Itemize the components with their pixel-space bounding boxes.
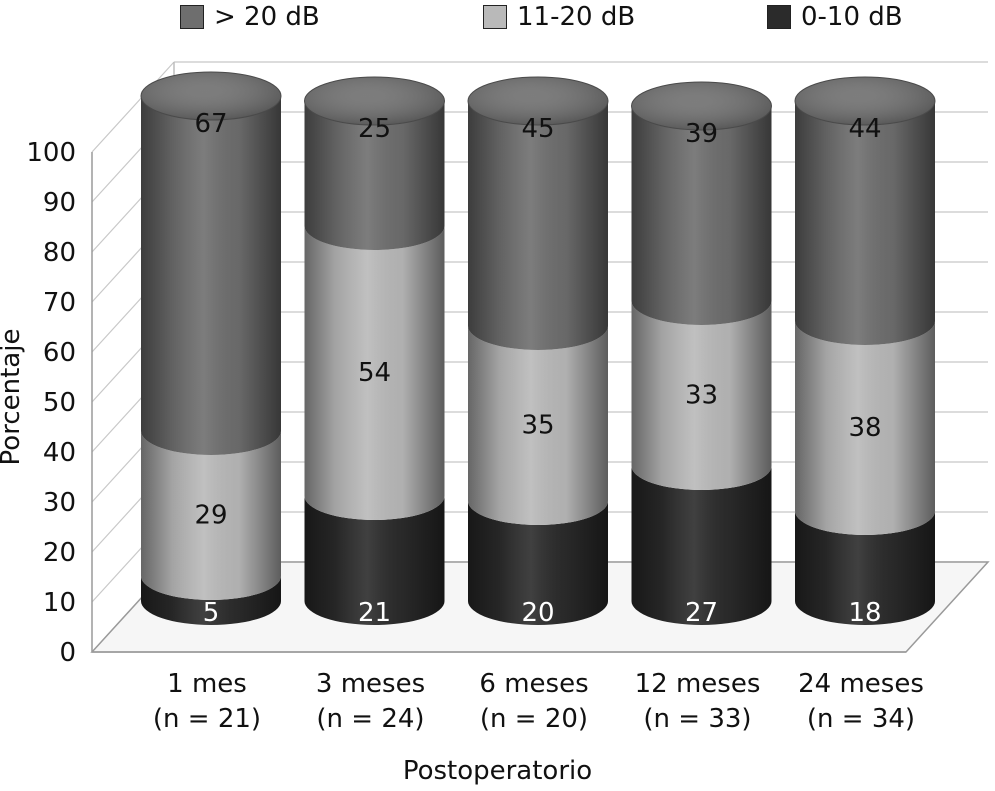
side-gridline (91, 61, 175, 153)
cylinders (140, 71, 936, 625)
y-tick-label: 70 (43, 288, 76, 318)
legend-label-11-20: 11-20 dB (517, 2, 636, 32)
cylinder-shading (304, 226, 445, 520)
cylinder-shading (795, 101, 935, 345)
x-tick-label: 12 meses (635, 669, 761, 699)
data-label: 44 (848, 114, 881, 144)
cylinder-shading (631, 466, 772, 625)
data-label: 33 (685, 381, 718, 411)
cylinder-shading (795, 321, 935, 535)
legend: > 20 dB 11-20 dB 0-10 dB (0, 2, 995, 38)
x-tick-label: (n = 24) (316, 704, 424, 734)
data-label: 45 (521, 114, 554, 144)
y-tick-label: 90 (43, 188, 76, 218)
x-tick-label: 3 meses (316, 669, 425, 699)
data-label: 21 (358, 598, 391, 628)
cylinder-cap-shading (631, 81, 772, 131)
cylinder-shading (631, 106, 772, 325)
legend-swatch-over-20 (180, 5, 204, 29)
legend-swatch-0-10 (767, 5, 791, 29)
legend-label-0-10: 0-10 dB (801, 2, 903, 32)
cylinder-shading (468, 101, 608, 350)
cylinder-cap-shading (304, 76, 445, 126)
cylinder-shading (468, 326, 608, 525)
legend-item-0-10: 0-10 dB (767, 2, 903, 32)
cylinder-cap-shading (140, 71, 282, 121)
cylinder-cap-shading (794, 76, 936, 126)
legend-swatch-11-20 (483, 5, 507, 29)
cylinder-shading (631, 301, 772, 491)
y-tick-label: 80 (43, 238, 76, 268)
legend-item-over-20: > 20 dB (180, 2, 320, 32)
data-label: 39 (685, 119, 718, 149)
x-axis-label: Postoperatorio (402, 756, 593, 786)
y-tick-label: 40 (43, 438, 76, 468)
y-tick-label: 100 (26, 138, 76, 168)
x-tick-label: 24 meses (798, 669, 924, 699)
y-tick-label: 60 (43, 338, 76, 368)
data-label: 5 (203, 598, 220, 628)
y-axis-ticks: 0 10 20 30 40 50 60 70 80 90 100 (26, 138, 76, 668)
legend-item-11-20: 11-20 dB (483, 2, 635, 32)
cylinder-shading (141, 431, 281, 600)
x-tick-label: (n = 34) (807, 704, 915, 734)
y-tick-label: 0 (59, 638, 76, 668)
cylinder-shading (141, 96, 281, 455)
cylinder-shading (795, 511, 935, 625)
x-tick-label: (n = 33) (643, 704, 751, 734)
y-tick-label: 30 (43, 488, 76, 518)
cylinder-shading (304, 101, 445, 250)
data-label: 67 (194, 109, 227, 139)
y-axis-label: Porcentaje (0, 328, 26, 466)
y-tick-label: 50 (43, 388, 76, 418)
data-label: 18 (848, 598, 881, 628)
data-label: 38 (848, 413, 881, 443)
x-tick-label: 1 mes (167, 669, 247, 699)
y-tick-label: 20 (43, 538, 76, 568)
data-label: 20 (521, 598, 554, 628)
cylinder-shading (468, 501, 608, 625)
x-axis-categories: 1 mes (n = 21) 3 meses (n = 24) 6 meses (n = … (153, 669, 924, 734)
cylinder-shading (141, 576, 281, 625)
data-label: 25 (358, 114, 391, 144)
x-tick-label: (n = 20) (480, 704, 588, 734)
data-label: 29 (194, 501, 227, 531)
x-tick-label: (n = 21) (153, 704, 261, 734)
legend-label-over-20: > 20 dB (214, 2, 320, 32)
data-label: 35 (521, 411, 554, 441)
data-label: 54 (358, 358, 391, 388)
data-label: 27 (685, 598, 718, 628)
cylinder-cap-shading (467, 76, 609, 126)
x-tick-label: 6 meses (479, 669, 588, 699)
y-tick-label: 10 (43, 588, 76, 618)
cylinder-shading (304, 496, 445, 625)
data-labels: 5 29 67 21 54 25 20 35 45 27 33 39 18 38 44 (194, 109, 881, 628)
